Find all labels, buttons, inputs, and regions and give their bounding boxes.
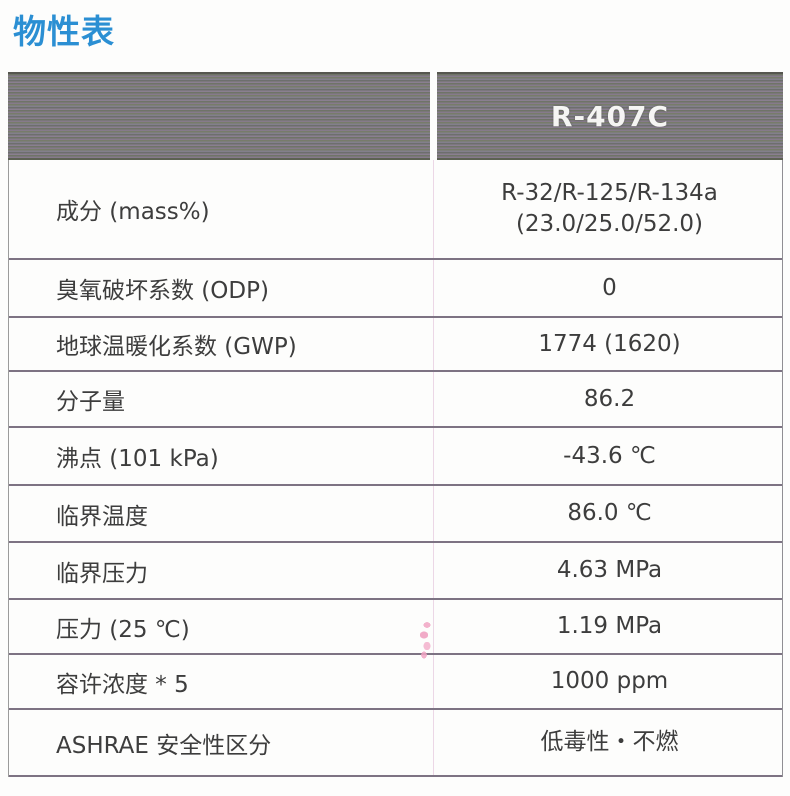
row-value-line1: 0 (602, 274, 617, 301)
table-body: 成分 (mass%) R-32/R-125/R-134a (23.0/25.0/52… (8, 160, 783, 777)
table-row: 地球温暖化系数 (GWP) 1774 (1620) (9, 318, 782, 372)
column-divider (430, 655, 437, 710)
row-label: 臭氧破坏系数 (ODP) (9, 260, 430, 318)
row-label: 容许浓度 * 5 (9, 655, 430, 710)
column-divider (430, 543, 437, 600)
table-row: 临界压力 4.63 MPa (9, 543, 782, 600)
table-row: 成分 (mass%) R-32/R-125/R-134a (23.0/25.0/52… (9, 160, 782, 260)
row-value-line2: (23.0/25.0/52.0) (515, 211, 704, 237)
table-row: 临界温度 86.0 ℃ (9, 486, 782, 543)
row-value-line1: 1.19 MPa (556, 613, 663, 639)
row-value: 低毒性・不燃 (437, 710, 782, 777)
row-value-line1: 4.63 MPa (556, 557, 663, 583)
column-divider (430, 372, 437, 428)
row-value: 0 (437, 260, 782, 318)
row-value: 1000 ppm (437, 655, 782, 710)
row-label: 临界压力 (9, 543, 430, 600)
table-row: 容许浓度 * 5 1000 ppm (9, 655, 782, 710)
header-column-divider (430, 72, 437, 160)
row-value: 86.0 ℃ (437, 486, 782, 543)
row-value-line1: 86.2 (583, 385, 636, 412)
row-value: 86.2 (437, 372, 782, 428)
row-label: 临界温度 (9, 486, 430, 543)
row-value-line1: 86.0 ℃ (567, 500, 652, 526)
row-value-line1: R-32/R-125/R-134a (501, 180, 718, 206)
table-header-row: R-407C (8, 72, 783, 160)
row-label: 地球温暖化系数 (GWP) (9, 318, 430, 372)
table-row: ASHRAE 安全性区分 低毒性・不燃 (9, 710, 782, 777)
row-value-line1: 1000 ppm (550, 668, 669, 694)
page-title: 物性表 (13, 12, 115, 51)
column-divider (430, 600, 437, 655)
row-value: 1.19 MPa (437, 600, 782, 655)
properties-table: R-407C 成分 (mass%) R-32/R-125/R-134a (23.0/… (8, 72, 783, 777)
table-row: 臭氧破坏系数 (ODP) 0 (9, 260, 782, 318)
row-label: ASHRAE 安全性区分 (9, 710, 430, 777)
row-label: 沸点 (101 kPa) (9, 428, 430, 486)
row-value: 1774 (1620) (437, 318, 782, 372)
row-label: 分子量 (9, 372, 430, 428)
row-value: R-32/R-125/R-134a (23.0/25.0/52.0) (437, 160, 782, 260)
pink-scan-artifact (419, 619, 433, 661)
column-divider (430, 428, 437, 486)
row-value: 4.63 MPa (437, 543, 782, 600)
table-row: 压力 (25 ℃) 1.19 MPa (9, 600, 782, 655)
table-row: 分子量 86.2 (9, 372, 782, 428)
column-divider (430, 710, 437, 777)
row-value: -43.6 ℃ (437, 428, 782, 486)
column-divider (430, 260, 437, 318)
header-empty-cell (8, 72, 430, 160)
column-divider (430, 318, 437, 372)
row-value-line1: 1774 (1620) (538, 330, 681, 357)
column-divider (430, 160, 437, 260)
column-divider (430, 486, 437, 543)
row-label: 成分 (mass%) (9, 160, 430, 260)
row-value-line1: 低毒性・不燃 (540, 729, 679, 755)
header-product-name: R-407C (437, 72, 783, 160)
row-label: 压力 (25 ℃) (9, 600, 430, 655)
row-value-line1: -43.6 ℃ (563, 442, 656, 469)
table-row: 沸点 (101 kPa) -43.6 ℃ (9, 428, 782, 486)
